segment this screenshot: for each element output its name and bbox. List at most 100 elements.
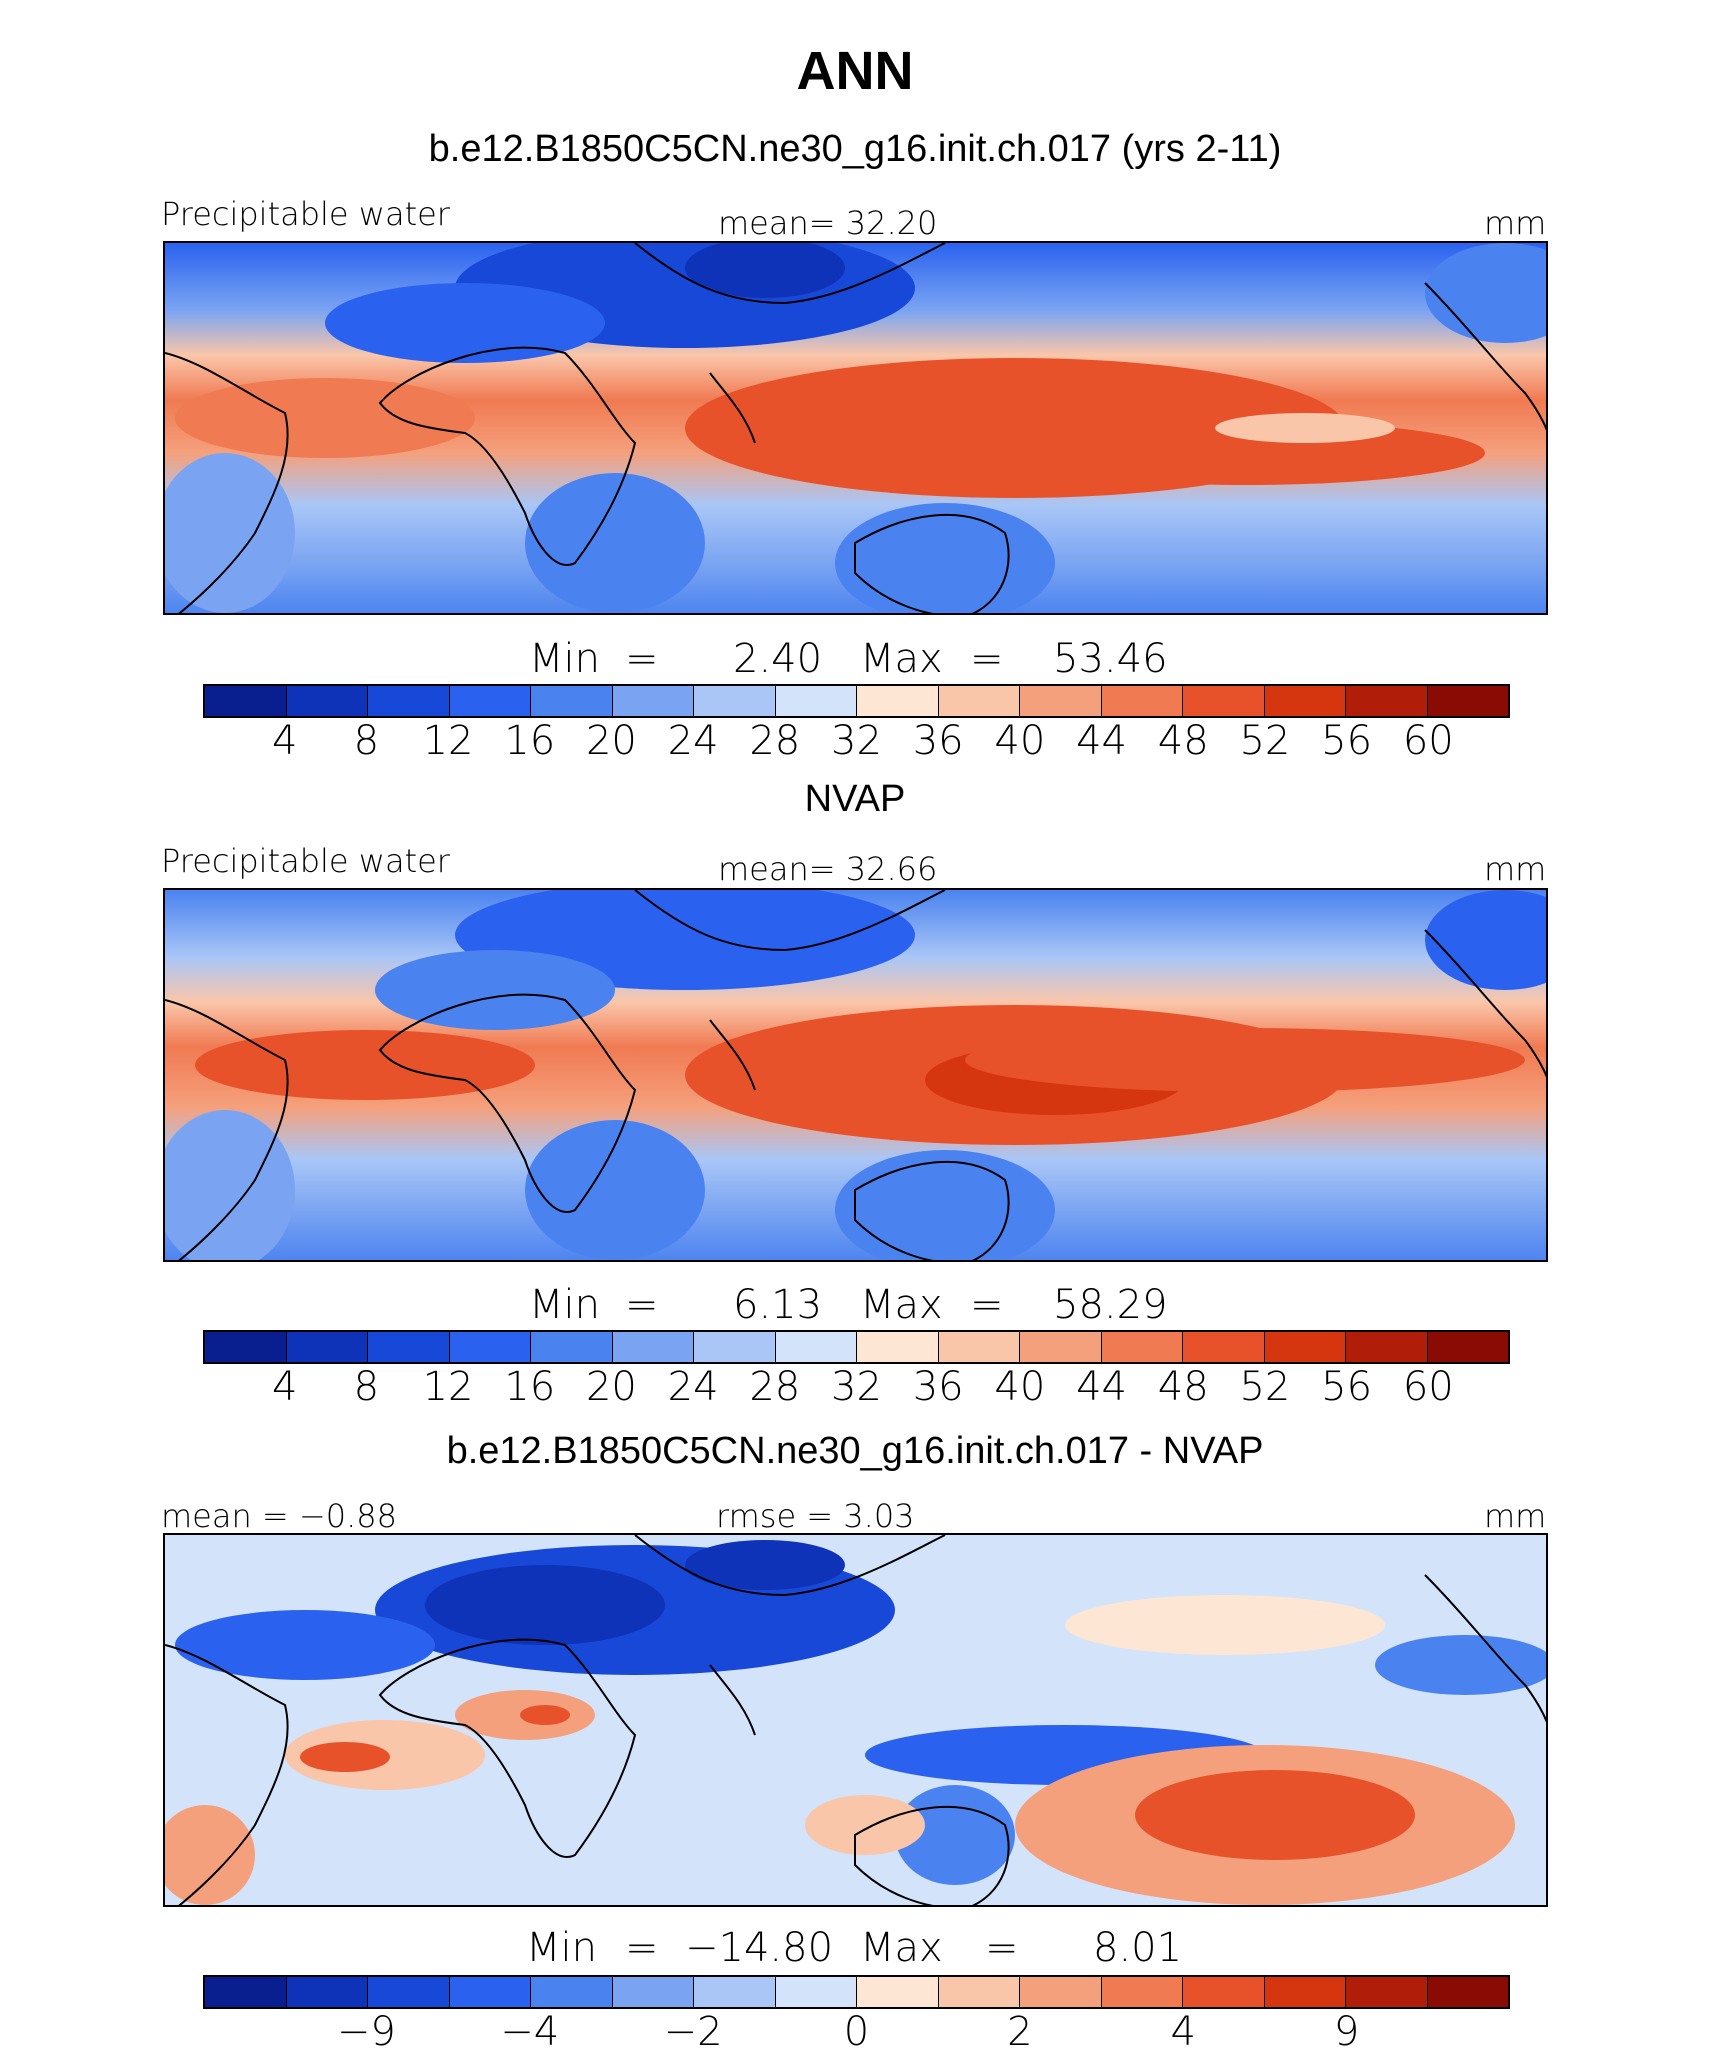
max-equals: = [985,1925,1019,1971]
colorbar-swatch [1020,686,1102,716]
colorbar-tick-label: 0 [843,2009,870,2055]
min-value: −14.80 [685,1925,834,1971]
colorbar-swatch [938,1977,1020,2007]
colorbar-swatch [1427,1332,1508,1362]
colorbar-tick-label: −9 [336,2009,396,2055]
colorbar-swatch [286,1332,368,1362]
colorbar-tick-label: −2 [663,2009,723,2055]
colorbar-tick-label: 52 [1239,1364,1291,1410]
colorbar-tick-label: 44 [1076,718,1128,764]
mean-label: mean = −0.88 [161,1497,397,1535]
colorbar-tick-label: 56 [1321,1364,1373,1410]
min-equals: = [625,1925,659,1971]
colorbar-swatch [1183,1977,1265,2007]
colorbar-tick-label: 20 [585,718,637,764]
colorbar-tick-label: 32 [831,718,882,764]
colorbar-swatch [531,686,613,716]
colorbar-tick-label: 36 [912,718,964,764]
colorbar-swatch [1020,1332,1102,1362]
mean-label: mean= 32.20 [718,204,938,242]
colorbar-swatch [612,1332,694,1362]
mean-label: mean= 32.66 [718,850,938,888]
colorbar-swatch [531,1977,613,2007]
colorbar-swatch [1183,1332,1265,1362]
min-label: Min [529,636,600,682]
units-label: mm [1484,204,1547,242]
colorbar-swatch [205,1977,287,2007]
panel-title: b.e12.B1850C5CN.ne30_g16.init.ch.017 - N… [446,1430,1264,1472]
variable-label: Precipitable water [161,842,450,880]
colorbar-swatch [694,1977,776,2007]
units-label: mm [1484,1497,1547,1535]
colorbar-tick-label: 20 [585,1364,637,1410]
colorbar-tick-label: 9 [1333,2009,1360,2055]
colorbar-tick-label: 24 [667,718,719,764]
colorbar-swatch [1346,1332,1428,1362]
colorbar-swatch [938,686,1020,716]
variable-label: Precipitable water [161,195,450,233]
colorbar-tick-label: 16 [504,1364,556,1410]
min-label: Min [526,1925,597,1971]
colorbar-swatch [1427,1977,1508,2007]
colorbar-tick-label: 60 [1402,718,1454,764]
colorbar-swatch [286,1977,368,2007]
precipitable-water-map [163,888,1548,1262]
colorbar-tick-label: −4 [500,2009,560,2055]
colorbar-tick-label: 40 [994,718,1046,764]
colorbar-swatch [857,686,939,716]
colorbar-tick-label: 8 [353,718,380,764]
max-value: 8.01 [1093,1925,1183,1971]
difference-map [163,1533,1548,1907]
colorbar-tick-label: 28 [749,718,801,764]
colorbar-swatch [531,1332,613,1362]
max-equals: = [970,636,1004,682]
colorbar-swatch [205,686,287,716]
colorbar-swatch [1101,1977,1183,2007]
colorbar [203,684,1510,718]
colorbar-swatch [205,1332,287,1362]
colorbar-tick-label: 60 [1402,1364,1454,1410]
colorbar-swatch [612,1977,694,2007]
colorbar-tick-label: 48 [1157,1364,1209,1410]
colorbar-swatch [694,1332,776,1362]
colorbar-swatch [1427,686,1508,716]
precipitable-water-map [163,241,1548,615]
max-label: Max [860,636,943,682]
colorbar-tick-label: 24 [667,1364,719,1410]
max-label: Max [860,1925,943,1971]
colorbar-tick-label: 56 [1321,718,1373,764]
units-label: mm [1484,850,1547,888]
colorbar-swatch [1020,1977,1102,2007]
colorbar-tick-label: 32 [831,1364,882,1410]
min-value: 6.13 [733,1282,823,1328]
panel-title: b.e12.B1850C5CN.ne30_g16.init.ch.017 (yr… [428,128,1282,170]
max-label: Max [860,1282,943,1328]
max-equals: = [970,1282,1004,1328]
colorbar-swatch [694,686,776,716]
max-value: 58.29 [1053,1282,1168,1328]
colorbar-tick-label: 12 [422,718,474,764]
colorbar-tick-label: 44 [1076,1364,1128,1410]
colorbar-tick-label: 12 [422,1364,474,1410]
max-value: 53.46 [1053,636,1168,682]
colorbar [203,1330,1510,1364]
colorbar-swatch [1264,1977,1346,2007]
colorbar-swatch [1346,1977,1428,2007]
colorbar-swatch [1264,686,1346,716]
colorbar-swatch [612,686,694,716]
colorbar-swatch [368,686,450,716]
colorbar-tick-label: 40 [994,1364,1046,1410]
colorbar-swatch [775,686,857,716]
min-equals: = [625,636,659,682]
colorbar-tick-label: 36 [912,1364,964,1410]
colorbar-swatch [1346,686,1428,716]
min-equals: = [625,1282,659,1328]
colorbar-swatch [775,1332,857,1362]
colorbar-swatch [449,1977,531,2007]
colorbar-swatch [368,1332,450,1362]
figure-title: ANN [796,41,914,101]
colorbar-swatch [286,686,368,716]
colorbar-swatch [857,1332,939,1362]
colorbar-tick-label: 52 [1239,718,1291,764]
colorbar-tick-label: 48 [1157,718,1209,764]
